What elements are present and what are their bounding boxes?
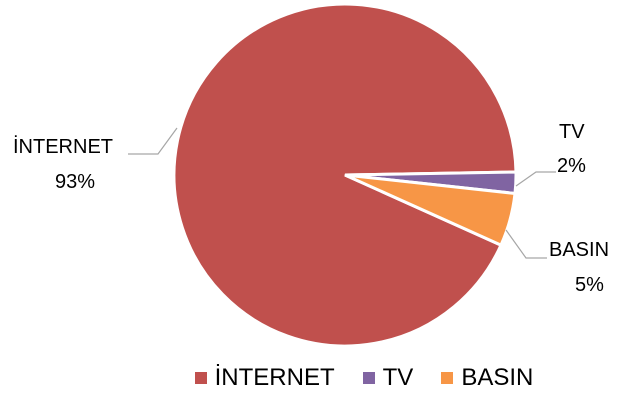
data-label-value-basin: 5% — [575, 274, 604, 296]
legend-swatch-basin — [441, 372, 454, 384]
legend-swatch-tv — [362, 372, 375, 384]
chart-legend: İNTERNET TV BASIN — [0, 360, 628, 396]
legend-item-basin: BASIN — [441, 364, 533, 392]
legend-label-basin: BASIN — [461, 364, 534, 391]
data-label-category-basin: BASIN — [549, 239, 609, 261]
pie-slice-basin — [344, 173, 517, 248]
leader-line-basin — [505, 229, 547, 259]
legend-label-internet: İNTERNET — [214, 364, 335, 391]
leader-line-tv — [515, 171, 556, 187]
legend-item-internet: İNTERNET — [194, 364, 335, 392]
legend-label-tv: TV — [382, 364, 414, 391]
data-label-value-tv: 2% — [557, 155, 586, 177]
legend-item-tv: TV — [362, 364, 414, 392]
leader-line-internet — [128, 127, 178, 155]
data-label-category-internet: İNTERNET — [13, 135, 113, 158]
data-label-value-internet: 93% — [55, 171, 95, 193]
data-label-category-tv: TV — [559, 121, 585, 143]
legend-swatch-internet — [194, 372, 207, 384]
